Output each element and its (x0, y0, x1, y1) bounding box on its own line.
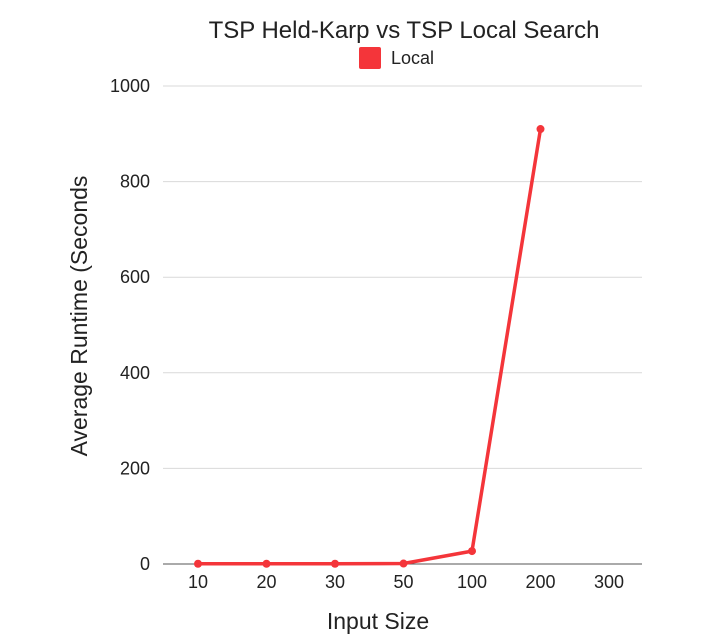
series-local (194, 125, 545, 568)
chart-title: TSP Held-Karp vs TSP Local Search (209, 17, 600, 44)
y-tick-label-1000: 1000 (110, 76, 150, 96)
legend: Local (359, 47, 434, 69)
x-tick-label-300: 300 (594, 572, 624, 592)
x-tick-label-100: 100 (457, 572, 487, 592)
legend-swatch-local (359, 47, 381, 69)
data-point-50 (399, 559, 408, 568)
y-axis-ticks: 0 200 400 600 800 1000 (110, 76, 150, 574)
y-axis-label: Average Runtime (Seconds (66, 176, 92, 457)
data-point-20 (262, 559, 271, 568)
y-tick-label-0: 0 (140, 554, 150, 574)
data-point-30 (331, 559, 339, 568)
gridlines (163, 85, 642, 565)
x-tick-label-50: 50 (393, 572, 413, 592)
series-line-local (196, 127, 543, 566)
x-axis-ticks: 10 20 30 50 100 200 300 (188, 572, 624, 592)
x-tick-label-30: 30 (325, 572, 345, 592)
x-tick-label-20: 20 (256, 572, 276, 592)
y-tick-label-400: 400 (120, 363, 150, 383)
y-tick-label-600: 600 (120, 267, 150, 287)
x-tick-label-200: 200 (525, 572, 555, 592)
data-point-200 (536, 125, 545, 134)
x-axis-label: Input Size (327, 608, 429, 634)
data-point-10 (194, 559, 202, 568)
x-tick-label-10: 10 (188, 572, 208, 592)
y-tick-label-800: 800 (120, 172, 150, 192)
data-point-100 (468, 547, 476, 556)
y-tick-label-200: 200 (120, 458, 150, 478)
legend-label-local: Local (391, 48, 434, 68)
